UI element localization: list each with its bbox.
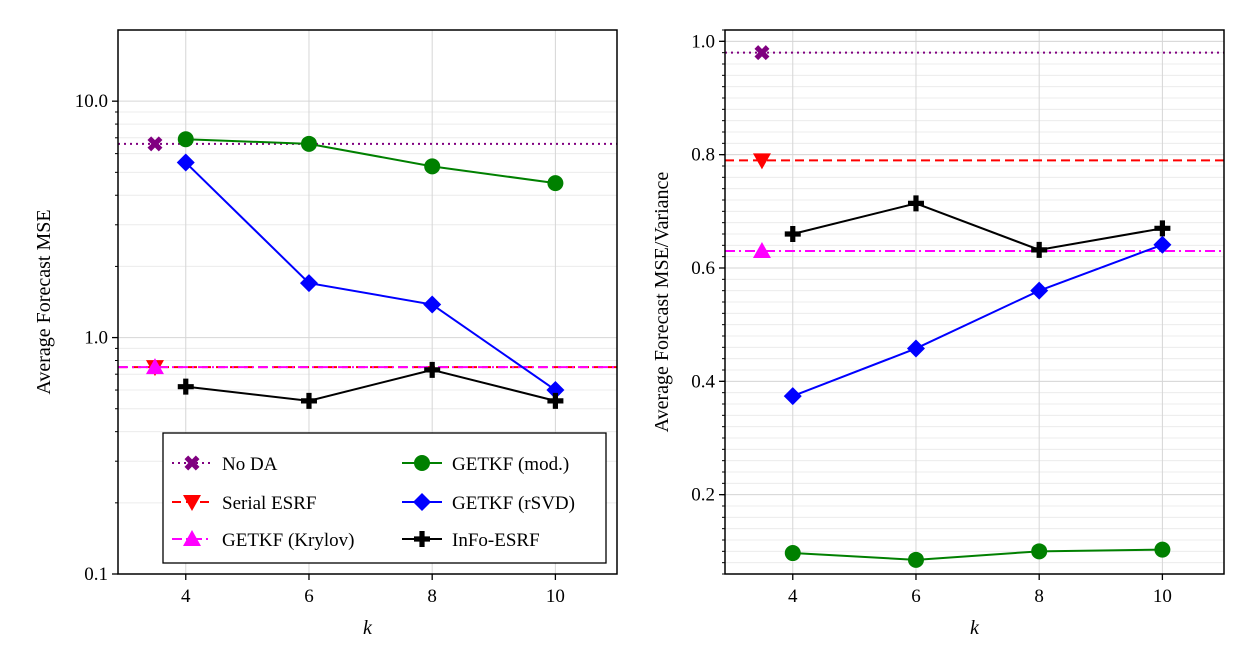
legend-label: GETKF (Krylov) bbox=[222, 530, 354, 551]
y-tick-label: 0.2 bbox=[691, 485, 715, 506]
info-esrf-point bbox=[547, 392, 564, 409]
series-serial-esrf bbox=[725, 153, 1224, 170]
grid bbox=[725, 29, 1224, 575]
info-esrf-point bbox=[1031, 241, 1048, 258]
info-esrf-point bbox=[177, 378, 194, 395]
series-getkf-rsvd bbox=[783, 235, 1172, 406]
series-getkf-mod bbox=[177, 131, 564, 192]
getkf-krylov-marker bbox=[145, 358, 164, 375]
x-tick-label: 6 bbox=[911, 586, 921, 607]
series-no-da bbox=[725, 45, 1224, 61]
x-axis-label: k bbox=[363, 617, 373, 639]
y-tick-label: 1.0 bbox=[691, 31, 715, 52]
legend-marker bbox=[414, 531, 430, 547]
getkf-mod-point bbox=[1154, 541, 1171, 558]
x-axis-label: k bbox=[970, 617, 980, 639]
y-tick-label: 0.1 bbox=[84, 564, 108, 585]
x-tick-label: 6 bbox=[304, 586, 314, 607]
legend-label: No DA bbox=[222, 454, 278, 475]
series-getkf-krylov bbox=[725, 242, 1224, 258]
getkf-mod-point bbox=[300, 135, 317, 152]
legend-entry-getkf-mod: GETKF (mod.) bbox=[402, 454, 569, 475]
info-esrf-point bbox=[424, 361, 441, 378]
getkf-mod-point bbox=[547, 175, 564, 192]
getkf-mod-point bbox=[177, 131, 194, 148]
ticks: 4 6 8 10 0.1 1.0 10.0 bbox=[75, 91, 565, 607]
getkf-mod-line bbox=[185, 138, 556, 185]
legend-marker bbox=[183, 530, 201, 546]
x-tick-label: 8 bbox=[427, 586, 437, 607]
getkf-rsvd-line bbox=[792, 243, 1163, 397]
series-info-esrf bbox=[177, 361, 564, 409]
serial-esrf-marker bbox=[752, 153, 771, 170]
y-axis-label: Average Forecast MSE/Variance bbox=[651, 172, 673, 433]
series-group bbox=[725, 45, 1224, 568]
legend-label: InFo-ESRF bbox=[452, 530, 540, 551]
info-esrf-point bbox=[784, 226, 801, 242]
y-tick-label: 0.4 bbox=[691, 371, 715, 392]
x-tick-label: 10 bbox=[1153, 586, 1172, 607]
getkf-rsvd-point bbox=[546, 381, 565, 400]
x-tick-label: 4 bbox=[788, 586, 798, 607]
legend-box bbox=[162, 432, 607, 564]
info-esrf-point bbox=[300, 392, 317, 409]
getkf-mod-point bbox=[907, 551, 924, 568]
series-getkf-rsvd bbox=[176, 153, 565, 400]
getkf-rsvd-point bbox=[176, 153, 195, 172]
no-da-marker bbox=[754, 45, 770, 61]
getkf-mod-point bbox=[424, 158, 441, 175]
y-tick-label: 10.0 bbox=[75, 91, 108, 112]
legend-marker bbox=[183, 495, 201, 511]
getkf-rsvd-point bbox=[906, 339, 925, 358]
legend-marker bbox=[413, 493, 431, 511]
panel-right: 4 6 8 10 0.2 0.4 0.6 0.8 1.0 k Average Forecast MS… bbox=[651, 29, 1225, 639]
info-esrf-point bbox=[1154, 220, 1171, 237]
series-getkf-krylov bbox=[118, 358, 617, 375]
getkf-rsvd-point bbox=[423, 295, 442, 314]
series-getkf-mod bbox=[784, 541, 1171, 568]
y-tick-label: 0.6 bbox=[691, 258, 715, 279]
getkf-mod-point bbox=[784, 545, 801, 562]
axes-frame bbox=[117, 29, 618, 575]
getkf-rsvd-point bbox=[783, 387, 802, 406]
y-axis-label: Average Forecast MSE bbox=[33, 209, 55, 394]
getkf-krylov-marker bbox=[752, 242, 771, 258]
info-esrf-line bbox=[185, 368, 556, 402]
x-tick-label: 8 bbox=[1034, 586, 1044, 607]
y-tick-label: 0.8 bbox=[691, 145, 715, 166]
info-esrf-point bbox=[907, 195, 924, 212]
legend-marker bbox=[184, 455, 200, 471]
x-tick-label: 4 bbox=[181, 586, 191, 607]
ticks: 4 6 8 10 0.2 0.4 0.6 0.8 1.0 bbox=[691, 29, 1172, 607]
legend-entry-getkf-rsvd: GETKF (rSVD) bbox=[402, 493, 575, 514]
legend-marker bbox=[414, 455, 430, 471]
legend-label: GETKF (rSVD) bbox=[452, 493, 575, 514]
series-group bbox=[118, 131, 617, 409]
legend-entry-no-da: No DA bbox=[172, 454, 278, 475]
legend-entry-info-esrf: InFo-ESRF bbox=[402, 530, 540, 551]
series-info-esrf bbox=[784, 195, 1171, 258]
info-esrf-line bbox=[792, 202, 1163, 251]
legend-label: Serial ESRF bbox=[222, 493, 316, 514]
legend-label: GETKF (mod.) bbox=[452, 454, 569, 475]
legend-entry-serial-esrf: Serial ESRF bbox=[172, 493, 316, 514]
getkf-mod-line bbox=[792, 548, 1163, 561]
getkf-rsvd-point bbox=[299, 274, 318, 293]
getkf-mod-point bbox=[1031, 543, 1048, 560]
getkf-rsvd-line bbox=[185, 161, 556, 391]
legend: No DA GETKF (mod.) Serial ESRF GETKF (rSVD)… bbox=[162, 432, 607, 564]
x-tick-label: 10 bbox=[546, 586, 565, 607]
y-tick-label: 1.0 bbox=[84, 328, 108, 349]
getkf-rsvd-point bbox=[1030, 281, 1049, 300]
no-da-marker bbox=[147, 136, 163, 152]
getkf-rsvd-point bbox=[1153, 235, 1172, 254]
series-no-da bbox=[118, 136, 617, 152]
legend-entry-getkf-krylov: GETKF (Krylov) bbox=[172, 530, 354, 551]
